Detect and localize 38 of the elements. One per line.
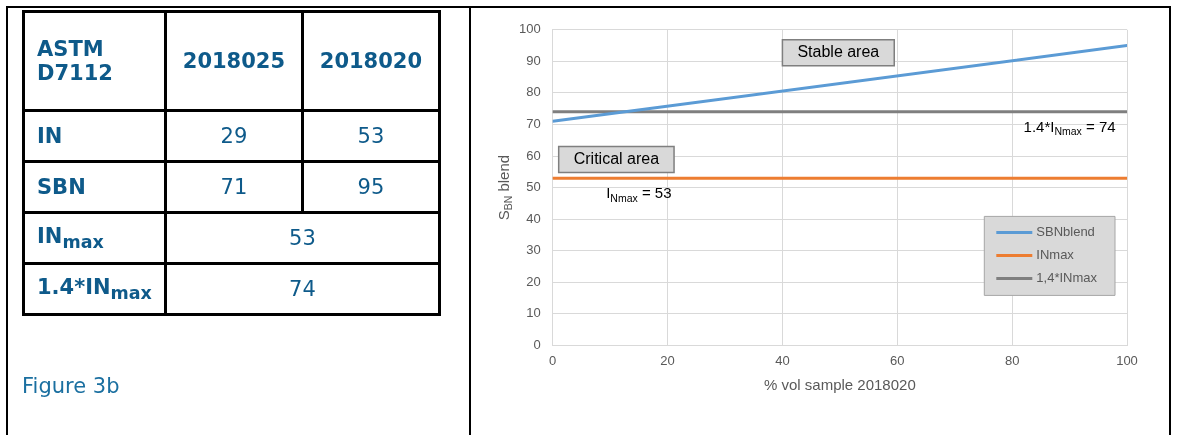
text: 74 — [165, 263, 440, 315]
y-tick-label: 20 — [526, 273, 541, 289]
x-tick-label: 100 — [1116, 352, 1138, 368]
y-tick-label: 60 — [526, 147, 541, 163]
x-axis-title: % vol sample 2018020 — [763, 376, 916, 394]
text: 53 — [165, 212, 440, 264]
text: 71 — [165, 161, 303, 213]
text: 2018025 — [165, 11, 303, 111]
y-tick-label: 30 — [526, 242, 541, 258]
annotation: Stable area — [797, 43, 880, 61]
text: IN — [23, 110, 166, 162]
text: 1.4*IN$_{max}$ — [23, 263, 166, 315]
y-tick-label: 100 — [518, 21, 541, 37]
x-tick-label: 80 — [1004, 352, 1020, 368]
legend-label: 1,4*INmax — [1036, 269, 1098, 285]
legend-label: SBNblend — [1036, 223, 1095, 239]
legend-label: INmax — [1036, 246, 1075, 262]
text: SBN — [23, 161, 166, 213]
y-tick-label: 70 — [526, 116, 541, 132]
y-tick-label: 80 — [526, 84, 541, 100]
y-tick-label: 90 — [526, 52, 541, 68]
x-tick-label: 20 — [660, 352, 675, 368]
text: 2018020 — [302, 11, 440, 111]
y-tick-label: 50 — [526, 179, 541, 195]
text: 95 — [302, 161, 440, 213]
text: IN$_{max}$ — [23, 212, 166, 264]
y-axis-title: SBN blend — [494, 154, 515, 221]
y-tick-label: 0 — [533, 336, 541, 352]
y-tick-label: 40 — [526, 210, 541, 226]
x-tick-label: 40 — [775, 352, 790, 368]
y-tick-label: 10 — [526, 305, 541, 321]
text: 29 — [165, 110, 303, 162]
text: ASTM D7112 — [23, 11, 166, 111]
x-tick-label: 0 — [549, 352, 557, 368]
caption: Figure 3b — [22, 374, 120, 398]
text: 53 — [302, 110, 440, 162]
x-tick-label: 60 — [890, 352, 905, 368]
annotation: Critical area — [573, 149, 660, 167]
